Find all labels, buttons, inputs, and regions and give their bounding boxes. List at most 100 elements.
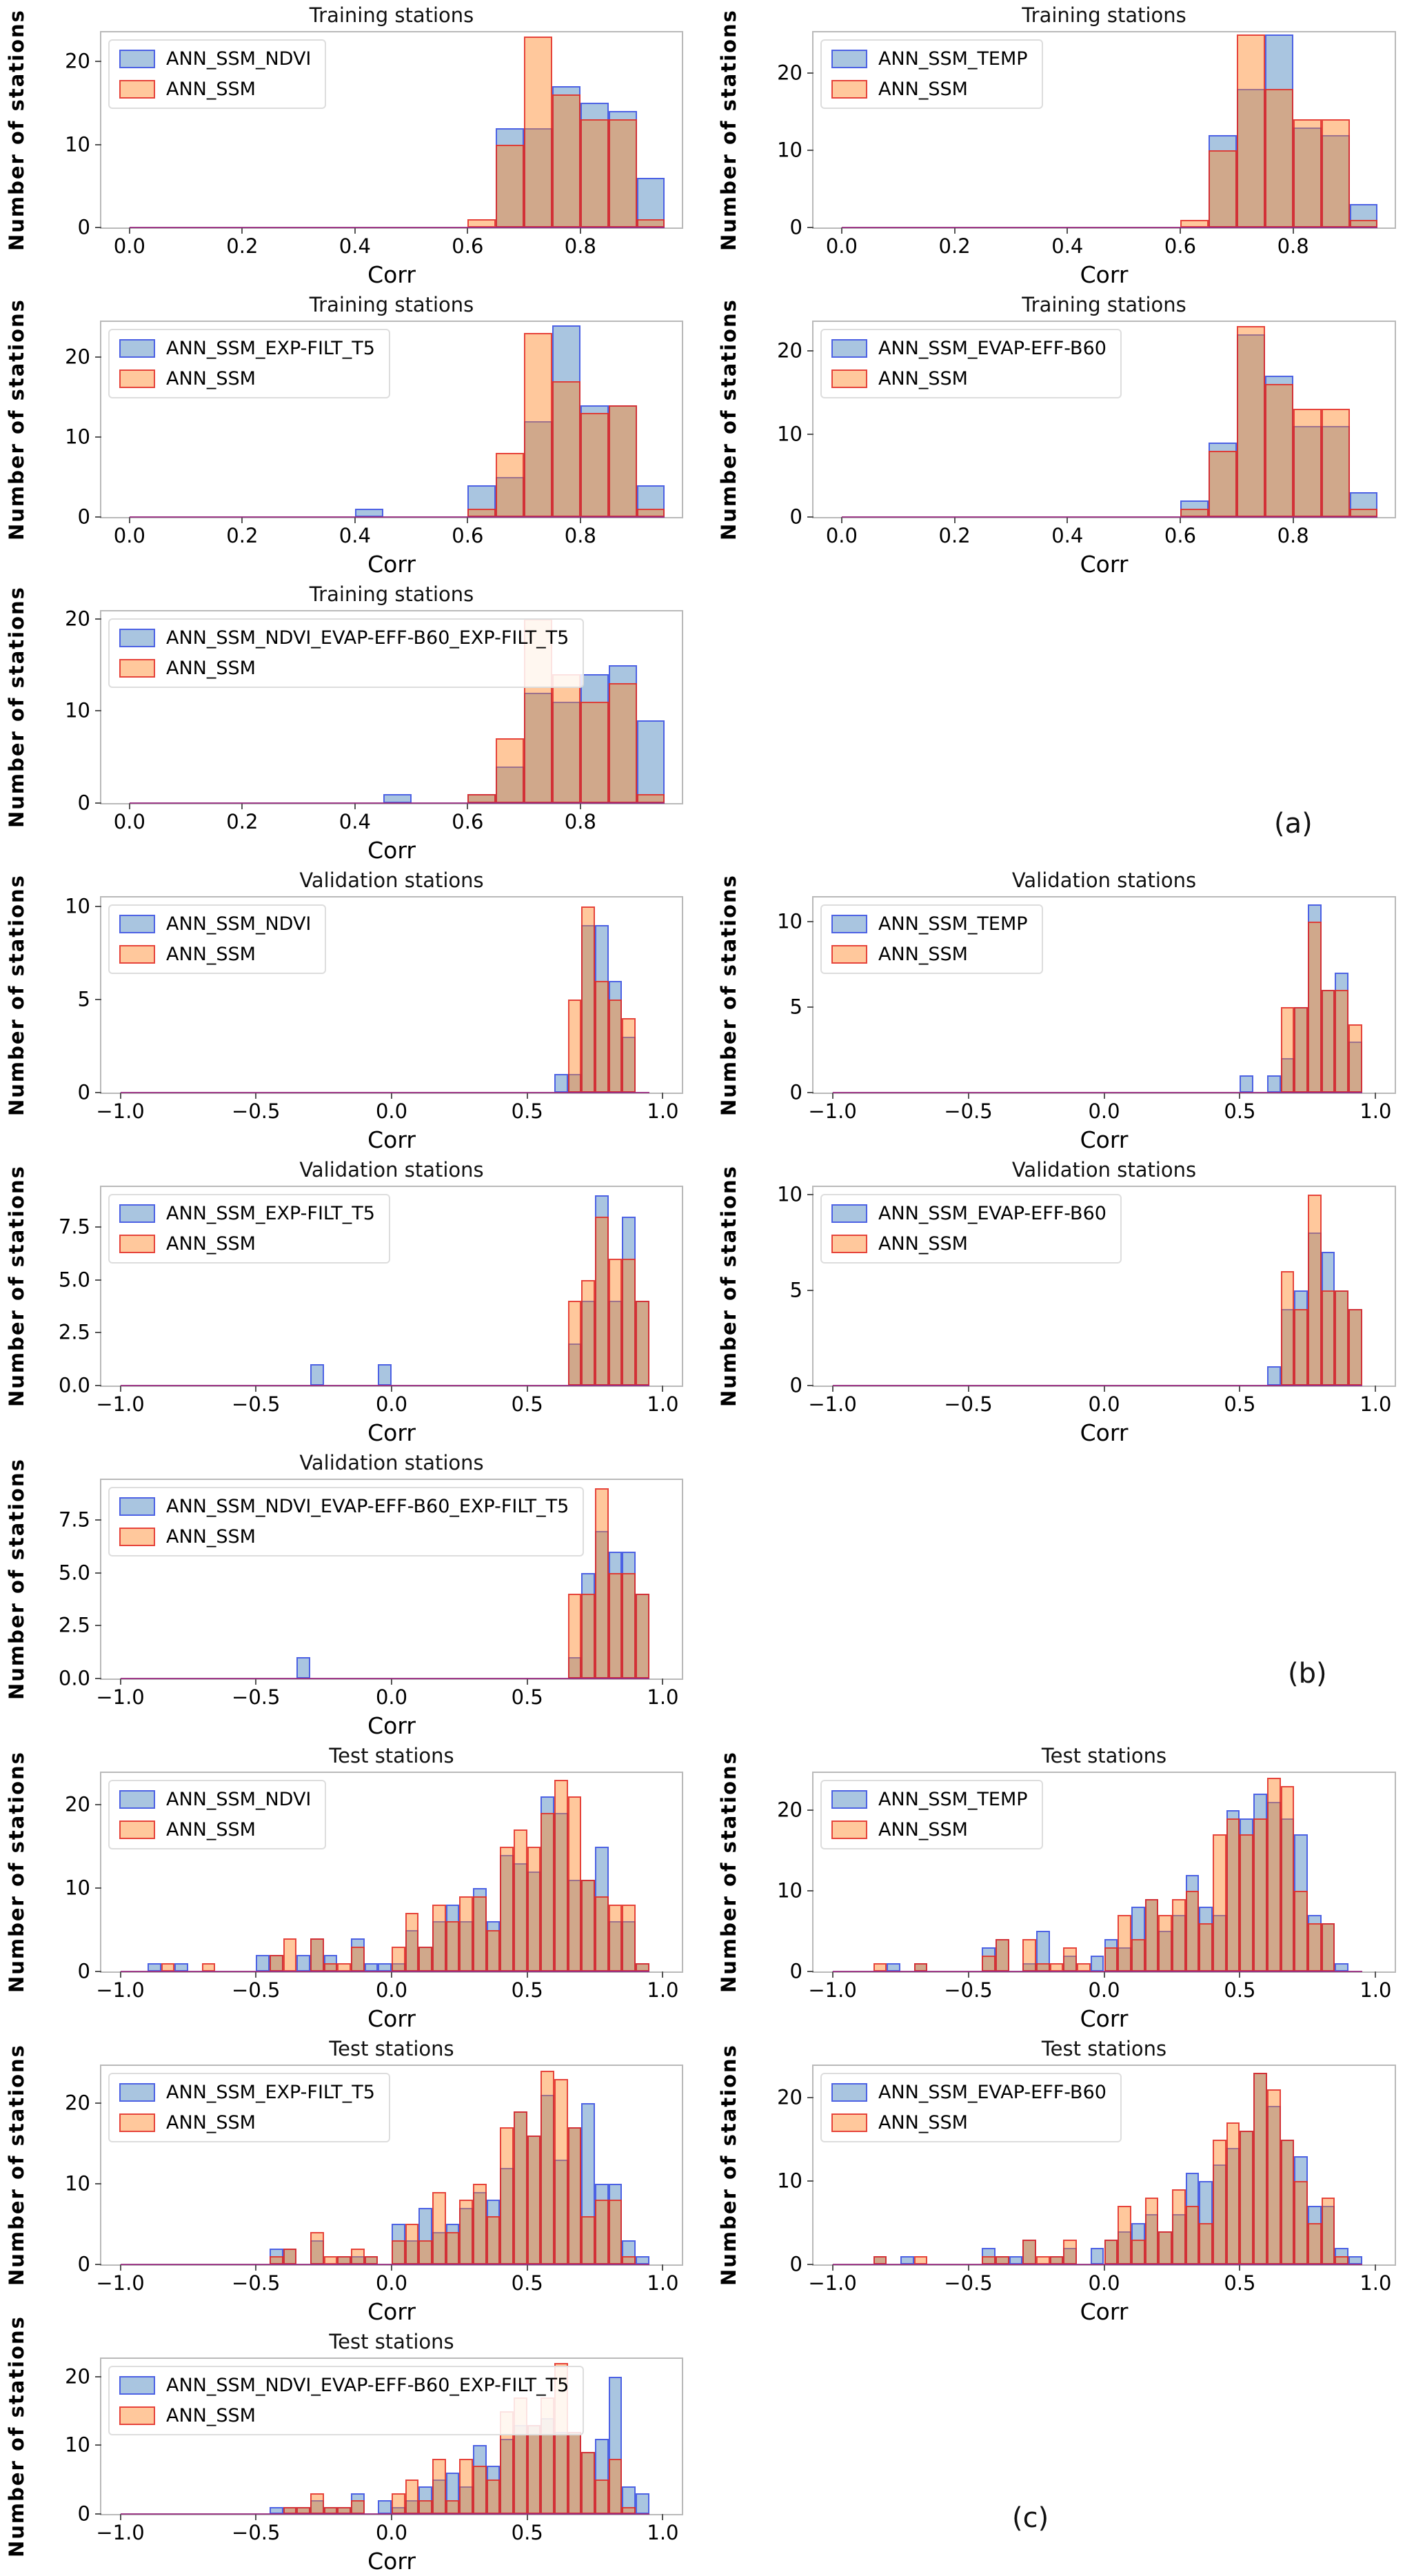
x-tick-label: 0.5 <box>511 1099 543 1123</box>
plot-area: 0 10 20 0.0 0.2 0.4 0.6 0.8 ANN_SSM_TEMP ANN_SSM <box>777 31 1396 256</box>
x-tick-label: 0.6 <box>1164 524 1197 547</box>
subplot-test-evap-eff: Test stations Number of stations 0 10 20 −1.0… <box>712 2034 1425 2326</box>
hist-bar-blue <box>310 1364 324 1386</box>
legend-label: ANN_SSM <box>166 2404 256 2426</box>
legend-entry: ANN_SSM <box>831 2111 1106 2133</box>
x-tick-label: 0.5 <box>511 1392 543 1416</box>
legend-orange-patch <box>119 369 155 389</box>
x-tick-mark <box>391 1386 392 1392</box>
y-tick-label: 0 <box>789 1959 802 1983</box>
hist-bar-orange <box>1208 150 1237 227</box>
hist-bar-orange <box>1321 1290 1335 1386</box>
y-tick-mark <box>807 433 813 435</box>
y-axis-label: Number of stations <box>5 1458 28 1701</box>
hist-bar-orange <box>1280 2139 1295 2264</box>
y-axis-label: Number of stations <box>717 874 740 1116</box>
x-tick-mark <box>831 1093 833 1099</box>
x-tick-label: 0.0 <box>825 234 858 258</box>
hist-bar-orange <box>1213 1834 1226 1971</box>
hist-bar-orange <box>608 2459 623 2514</box>
hist-bar-orange <box>514 1829 527 1971</box>
x-tick-mark <box>1239 2264 1241 2271</box>
hist-bar-blue <box>364 1963 378 1971</box>
hist-bar-orange <box>350 1946 365 1971</box>
y-tick-mark <box>807 920 813 922</box>
legend-entry: ANN_SSM <box>831 1819 1028 1840</box>
x-tick-mark <box>354 227 356 234</box>
legend-label: ANN_SSM <box>166 1525 256 1548</box>
y-tick-mark <box>95 1678 101 1679</box>
legend: ANN_SSM_EXP-FILT_T5 ANN_SSM <box>108 1194 390 1264</box>
x-tick-label: 0.6 <box>1164 234 1197 258</box>
x-tick-label: −0.5 <box>232 1978 281 2002</box>
legend-entry: ANN_SSM <box>119 1525 569 1548</box>
hist-bar-orange <box>1144 2198 1159 2264</box>
hist-bar-orange <box>1307 2222 1322 2264</box>
x-tick-mark <box>1292 227 1294 234</box>
y-tick-mark <box>95 1332 101 1334</box>
y-tick-mark <box>95 1385 101 1386</box>
legend-blue-patch <box>119 2083 155 2102</box>
x-axis-label: Corr <box>1080 2298 1129 2325</box>
hist-bar-orange <box>392 1946 405 1971</box>
plot-title: Training stations <box>309 3 474 27</box>
x-tick-mark <box>128 803 130 809</box>
legend-entry: ANN_SSM <box>831 368 1106 389</box>
x-tick-label: −1.0 <box>96 2521 145 2544</box>
x-tick-mark <box>467 803 469 809</box>
x-tick-label: 0.0 <box>1088 1392 1120 1416</box>
x-tick-mark <box>467 227 469 234</box>
legend-label: ANN_SSM <box>878 2111 968 2133</box>
y-tick-mark <box>95 1092 101 1093</box>
y-tick-mark <box>807 350 813 352</box>
panel-label-c: (c) <box>1012 2502 1049 2534</box>
y-tick-label: 10 <box>777 138 802 162</box>
hist-bar-blue <box>296 1954 310 1971</box>
y-tick-mark <box>807 1889 813 1892</box>
x-tick-mark <box>354 803 356 809</box>
x-tick-mark <box>1067 227 1069 234</box>
hist-bar-orange <box>459 1896 474 1971</box>
hist-bar-orange <box>580 701 609 803</box>
legend-orange-patch <box>119 659 155 678</box>
x-axis-label: Corr <box>367 1126 416 1153</box>
legend-label: ANN_SSM <box>166 2111 256 2133</box>
x-tick-mark <box>255 2514 257 2520</box>
hist-bar-orange <box>595 2200 609 2264</box>
x-tick-mark <box>255 1679 257 1685</box>
legend-label: ANN_SSM <box>166 1818 256 1840</box>
y-axis-label: Number of stations <box>5 586 28 829</box>
legend-label: ANN_SSM_EXP-FILT_T5 <box>166 2082 375 2103</box>
hist-bar-blue <box>552 325 580 517</box>
x-tick-label: 0.0 <box>375 1392 408 1416</box>
y-axis-label: Number of stations <box>5 874 28 1116</box>
y-axis-label: Number of stations <box>717 9 740 251</box>
y-tick-mark <box>807 1194 813 1196</box>
y-tick-mark <box>95 356 101 358</box>
legend-orange-patch <box>831 80 867 99</box>
x-tick-mark <box>1103 2264 1105 2271</box>
x-tick-label: 0.0 <box>825 524 858 547</box>
x-tick-mark <box>526 2514 528 2520</box>
hist-bar-blue <box>467 485 496 517</box>
hist-bar-blue <box>900 2255 914 2264</box>
x-axis-label: Corr <box>367 1419 416 1446</box>
y-tick-mark <box>95 710 101 712</box>
x-tick-mark <box>662 2264 664 2271</box>
zero-count-line <box>120 2264 649 2265</box>
hist-bar-orange <box>1321 1923 1335 1971</box>
legend-entry: ANN_SSM <box>119 368 375 389</box>
hist-bar-blue <box>383 793 412 803</box>
legend-entry: ANN_SSM_EXP-FILT_T5 <box>119 338 375 359</box>
hist-bar-orange <box>595 1488 609 1679</box>
hist-bar-blue <box>554 1074 568 1093</box>
x-tick-label: 0.0 <box>375 1685 408 1709</box>
x-tick-mark <box>1103 1971 1105 1978</box>
subplot-training-ndvi: Training stations Number of stations 0 10 20… <box>0 0 712 290</box>
x-tick-mark <box>119 1093 121 1099</box>
legend-entry: ANN_SSM <box>831 1233 1106 1255</box>
plot-title: Training stations <box>1022 293 1186 316</box>
hist-bar-orange <box>1022 1939 1036 1971</box>
